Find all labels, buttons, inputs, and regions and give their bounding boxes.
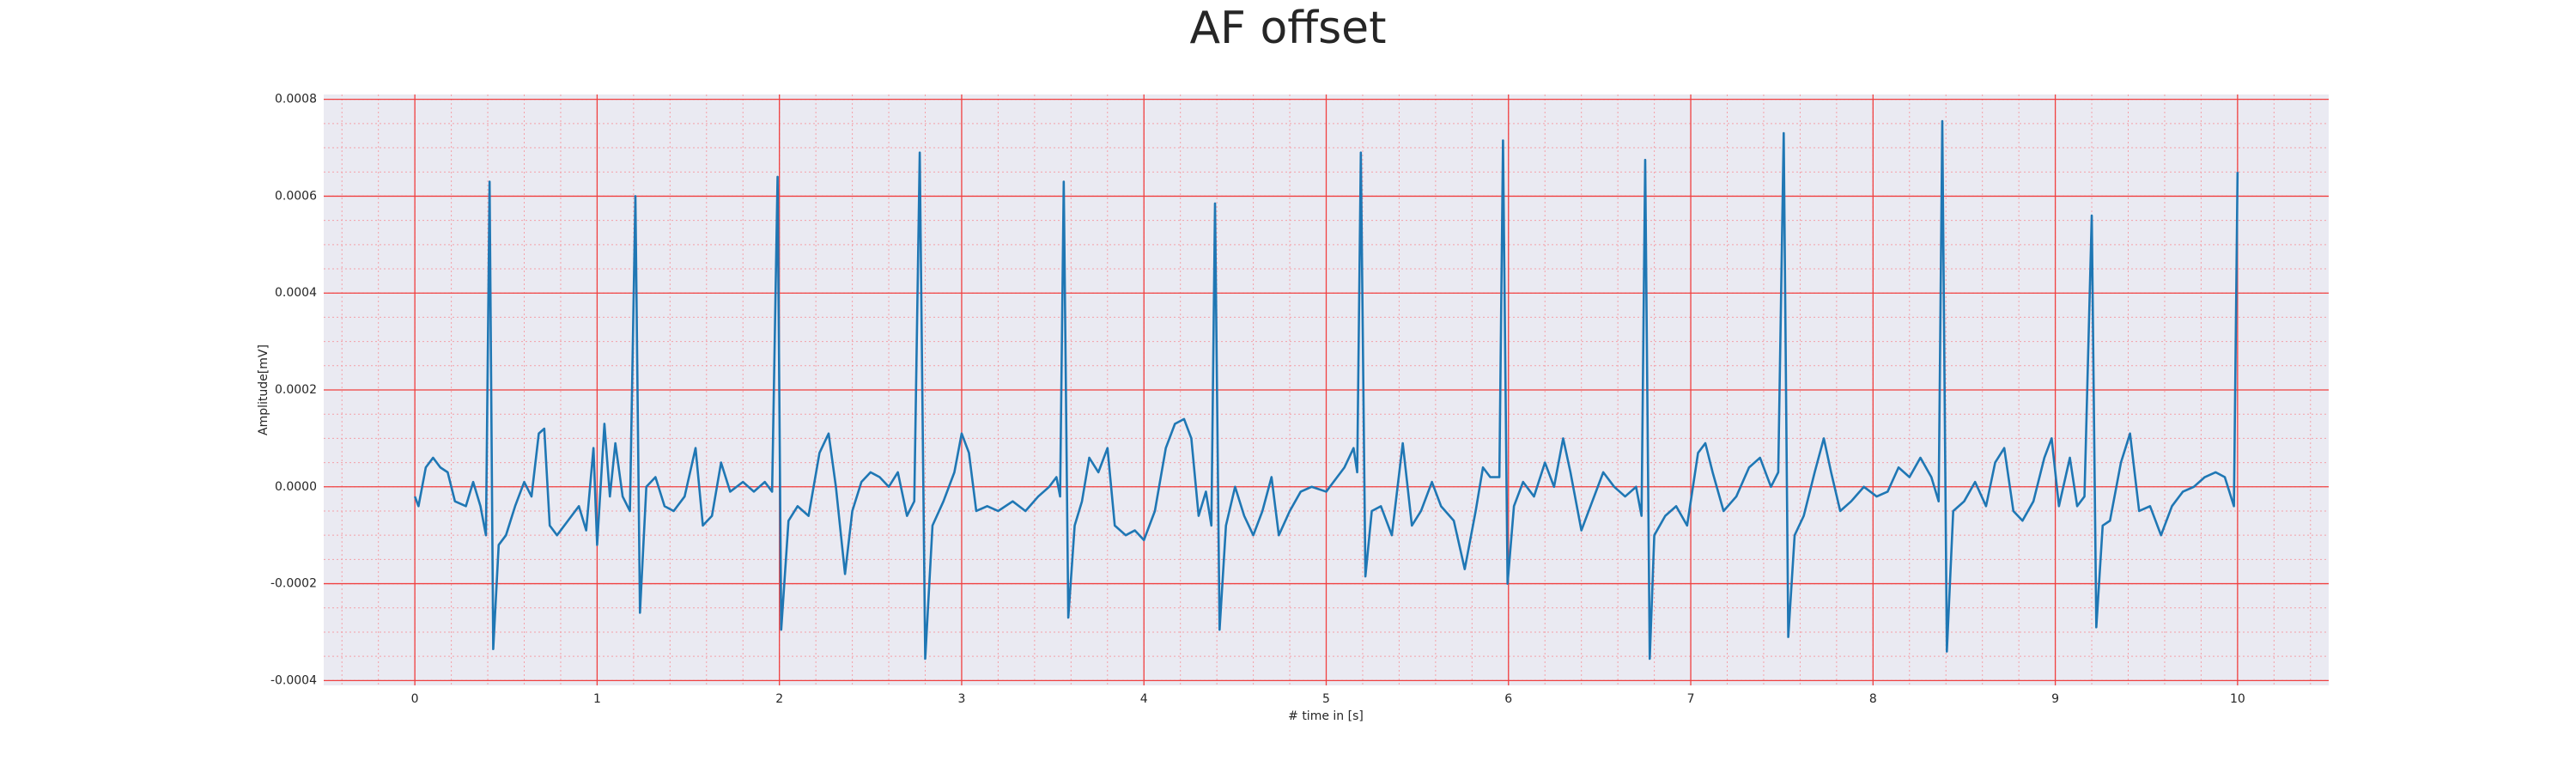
x-tick-label: 7 — [1687, 692, 1695, 706]
y-tick-label: -0.0002 — [270, 577, 317, 591]
x-tick-label: 8 — [1869, 692, 1877, 706]
x-tick-label: 4 — [1140, 692, 1148, 706]
y-tick-label: 0.0002 — [275, 383, 317, 397]
x-tick-label: 2 — [775, 692, 783, 706]
x-tick-label: 5 — [1322, 692, 1330, 706]
y-tick-label: -0.0004 — [270, 673, 317, 687]
series-line — [413, 119, 2239, 660]
y-tick-label: 0.0006 — [275, 189, 317, 203]
y-tick-label: 0.0000 — [275, 480, 317, 494]
chart-title: AF offset — [1189, 3, 1386, 54]
x-tick-label: 3 — [957, 692, 965, 706]
x-axis-label: # time in [s] — [1288, 709, 1364, 723]
x-tick-label: 9 — [2051, 692, 2059, 706]
y-axis-label: Amplitude[mV] — [257, 344, 270, 435]
y-tick-label: 0.0008 — [275, 93, 317, 107]
x-tick-label: 10 — [2230, 692, 2245, 706]
x-tick-label: 6 — [1504, 692, 1512, 706]
x-tick-label: 0 — [411, 692, 419, 706]
x-tick-label: 1 — [593, 692, 601, 706]
y-tick-label: 0.0004 — [275, 286, 317, 300]
